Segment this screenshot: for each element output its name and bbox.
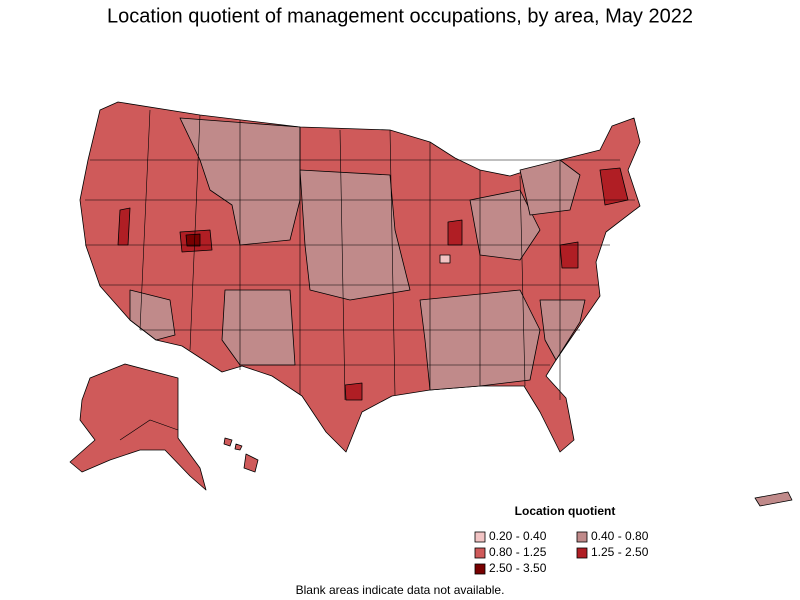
- legend-label: 0.80 - 1.25: [489, 545, 547, 559]
- legend-swatch: [474, 563, 486, 575]
- map-region: [439, 254, 451, 264]
- map-region: [221, 289, 296, 366]
- map-region: [754, 491, 793, 507]
- map-region: [117, 207, 131, 246]
- legend-swatch: [576, 531, 588, 543]
- legend-swatch: [474, 531, 486, 543]
- legend-swatch: [576, 547, 588, 559]
- map-region: [69, 363, 207, 491]
- map-region: [559, 241, 579, 269]
- legend: 0.20 - 0.40 0.40 - 0.80 0.80 - 1.25 1.25 - …: [474, 529, 649, 575]
- legend-label: 0.40 - 0.80: [591, 529, 649, 543]
- legend-label: 1.25 - 2.50: [591, 545, 649, 559]
- legend-label: 0.20 - 0.40: [489, 529, 547, 543]
- map-region: [243, 453, 259, 473]
- map: [69, 101, 793, 507]
- map-region: [344, 382, 363, 401]
- map-region: [519, 159, 581, 216]
- legend-label: 2.50 - 3.50: [489, 561, 547, 575]
- map-region: [447, 219, 463, 246]
- map-region: [234, 443, 243, 451]
- map-region: [223, 437, 233, 447]
- footnote: Blank areas indicate data not available.: [296, 583, 505, 597]
- legend-title: Location quotient: [515, 504, 616, 518]
- map-title: Location quotient of management occupati…: [107, 5, 693, 27]
- map-region: [185, 233, 201, 247]
- legend-swatch: [474, 547, 486, 559]
